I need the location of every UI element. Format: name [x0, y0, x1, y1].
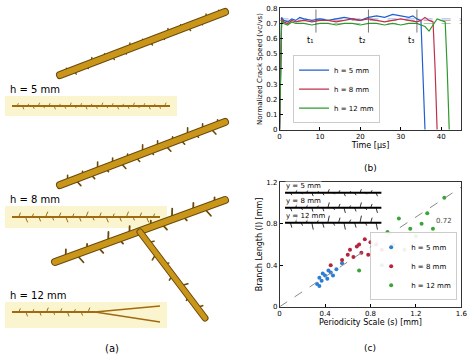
svg-text:0.3: 0.3 — [266, 81, 277, 89]
svg-text:h = 8 mm: h = 8 mm — [334, 86, 369, 94]
svg-text:h = 12 mm: h = 12 mm — [10, 290, 66, 301]
svg-text:0.6: 0.6 — [266, 35, 278, 43]
svg-text:Normalized Crack Speed (vc/vs): Normalized Crack Speed (vc/vs) — [256, 13, 264, 125]
svg-text:y = 8 mm: y = 8 mm — [286, 197, 321, 205]
svg-text:0.1: 0.1 — [266, 111, 277, 119]
svg-text:Branch Length (l) [mm]: Branch Length (l) [mm] — [255, 198, 264, 292]
svg-text:(a): (a) — [105, 343, 119, 354]
svg-text:h = 5 mm: h = 5 mm — [411, 244, 446, 252]
svg-text:0: 0 — [277, 133, 281, 141]
svg-text:0.8: 0.8 — [365, 310, 376, 318]
svg-text:0.72: 0.72 — [436, 217, 452, 225]
svg-text:h = 12 mm: h = 12 mm — [411, 282, 451, 290]
svg-text:0.2: 0.2 — [266, 96, 277, 104]
svg-text:y = 12 mm: y = 12 mm — [286, 212, 325, 220]
svg-text:Time [μs]: Time [μs] — [351, 141, 390, 150]
svg-text:0: 0 — [273, 126, 277, 134]
svg-text:(b): (b) — [364, 163, 377, 173]
svg-text:0.8: 0.8 — [266, 220, 277, 228]
svg-text:0.4: 0.4 — [319, 310, 331, 318]
svg-text:1.2: 1.2 — [266, 179, 277, 187]
svg-text:t₂: t₂ — [359, 36, 365, 45]
svg-text:h = 8 mm: h = 8 mm — [411, 263, 446, 271]
svg-text:1.2: 1.2 — [410, 310, 421, 318]
svg-text:0: 0 — [273, 303, 277, 311]
svg-text:Periodicity Scale (s) [mm]: Periodicity Scale (s) [mm] — [319, 318, 422, 327]
svg-text:30: 30 — [396, 133, 405, 141]
svg-text:0: 0 — [277, 310, 281, 318]
svg-text:20: 20 — [356, 133, 365, 141]
svg-text:0.4: 0.4 — [266, 65, 278, 73]
svg-text:t₁: t₁ — [307, 36, 313, 45]
svg-text:0.7: 0.7 — [266, 20, 277, 28]
svg-text:0.8: 0.8 — [266, 5, 277, 13]
svg-text:40: 40 — [437, 133, 446, 141]
svg-text:h = 12 mm: h = 12 mm — [334, 105, 374, 113]
svg-text:t₃: t₃ — [408, 36, 414, 45]
svg-text:h = 5 mm: h = 5 mm — [334, 67, 369, 75]
svg-text:0.4: 0.4 — [266, 262, 278, 270]
svg-text:0.5: 0.5 — [266, 50, 277, 58]
svg-text:h = 5 mm: h = 5 mm — [10, 84, 60, 95]
svg-text:(c): (c) — [364, 343, 376, 353]
svg-text:1.6: 1.6 — [456, 310, 468, 318]
svg-text:10: 10 — [316, 133, 325, 141]
svg-text:y = 5 mm: y = 5 mm — [286, 182, 321, 190]
svg-text:h = 8 mm: h = 8 mm — [10, 194, 60, 205]
